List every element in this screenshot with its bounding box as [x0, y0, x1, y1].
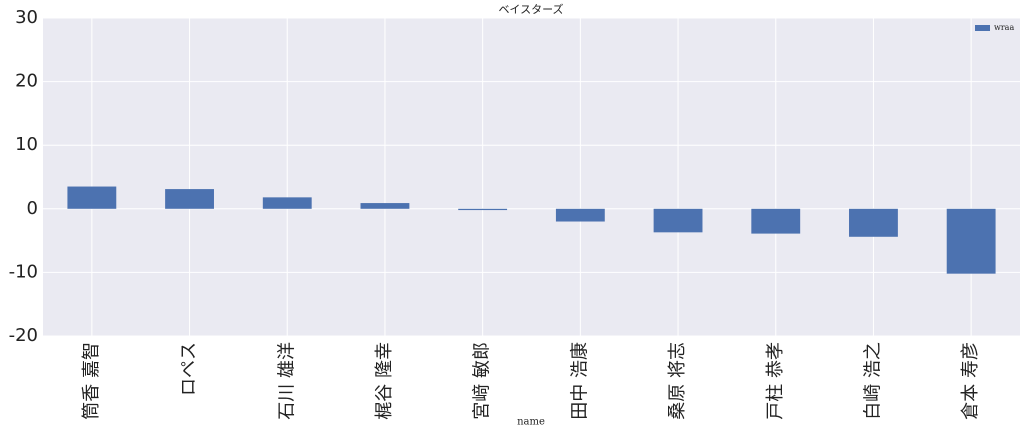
- x-tick-label: 桑原 将志: [667, 342, 688, 420]
- legend-swatch: [975, 25, 990, 31]
- bar: [262, 197, 312, 209]
- bar: [360, 203, 410, 209]
- x-tick-label: 戸柱 恭孝: [765, 342, 786, 420]
- x-tick-label: 宮﨑 敏郎: [472, 342, 493, 420]
- y-tick-label: -10: [9, 261, 38, 282]
- chart-title: ベイスターズ: [498, 2, 563, 16]
- x-tick-label: 白崎 浩之: [862, 342, 883, 420]
- y-tick-label: -20: [9, 325, 38, 346]
- y-tick-label: 10: [15, 134, 38, 155]
- bar: [67, 186, 117, 209]
- bar: [849, 208, 898, 237]
- x-tick-label: 田中 浩康: [569, 342, 590, 420]
- y-tick-label: 20: [15, 71, 38, 92]
- plot-area: [43, 18, 1020, 336]
- y-tick-label: 30: [15, 7, 38, 28]
- bar: [751, 208, 801, 234]
- bar: [555, 208, 605, 222]
- bar: [653, 208, 703, 233]
- x-tick-label: ロペス: [179, 342, 200, 396]
- x-tick-label: 梶谷 隆幸: [374, 342, 395, 420]
- x-tick-label: 石川 雄洋: [276, 342, 297, 420]
- bar: [946, 208, 996, 274]
- x-tick-label: 筒香 嘉智: [81, 342, 102, 420]
- x-tick-label: 倉本 寿彦: [960, 342, 981, 420]
- y-tick-label: 0: [27, 198, 38, 219]
- bar: [458, 208, 508, 211]
- bar: [165, 189, 214, 209]
- x-axis-label: name: [517, 417, 545, 428]
- legend-label: wraa: [994, 23, 1014, 32]
